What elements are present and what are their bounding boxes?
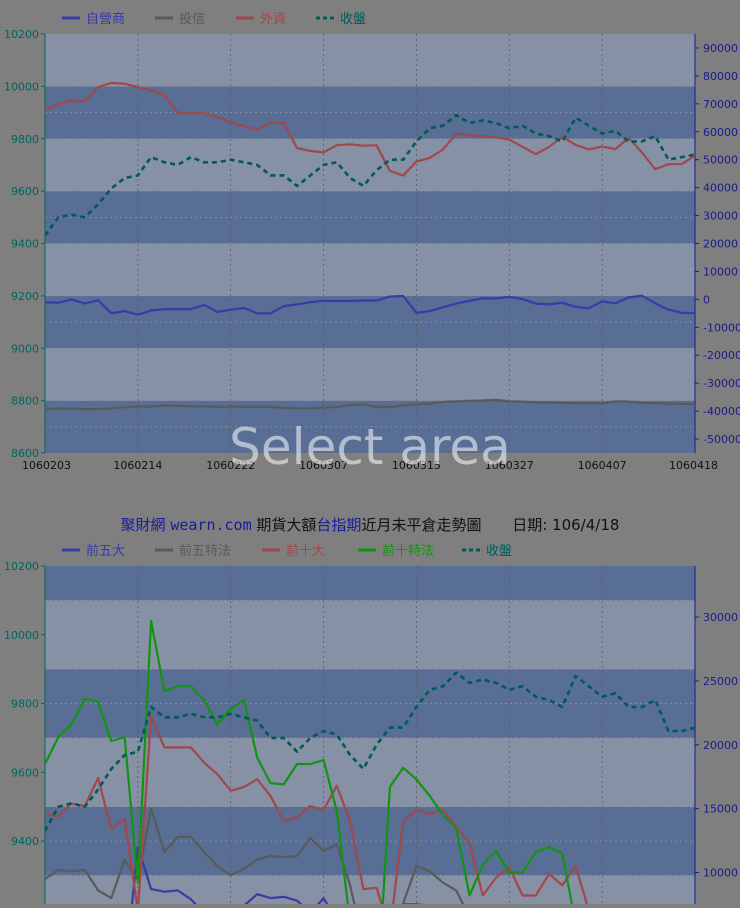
- right-tick-label: -20000: [703, 349, 740, 362]
- left-tick-label: 9800: [11, 133, 39, 146]
- legend-label: 收盤: [340, 12, 366, 27]
- right-tick-label: -40000: [703, 405, 740, 418]
- right-tick-label: 10000: [703, 867, 738, 880]
- band: [45, 566, 695, 601]
- left-tick-label: 9600: [11, 185, 39, 198]
- left-tick-label: 9600: [11, 766, 39, 779]
- right-tick-label: 70000: [703, 98, 738, 111]
- legend-label: 外資: [260, 12, 286, 27]
- right-tick-label: -10000: [703, 321, 740, 334]
- right-tick-label: 10000: [703, 265, 738, 278]
- series-group: [45, 619, 695, 904]
- legend-label: 前五特法: [179, 543, 231, 559]
- right-tick-label: 30000: [703, 210, 738, 223]
- right-tick-label: 60000: [703, 126, 738, 139]
- right-tick-label: 15000: [703, 803, 738, 816]
- chart2-title-url: wearn.com: [170, 516, 252, 534]
- left-tick-label: 8800: [11, 395, 39, 408]
- right-tick-label: -50000: [703, 433, 740, 446]
- legend-label: 前十特法: [382, 543, 434, 559]
- left-tick-label: 8600: [11, 447, 39, 460]
- right-tick-label: 0: [703, 293, 710, 306]
- band: [45, 875, 695, 904]
- series-line-5: [45, 671, 695, 832]
- series-line-3: [45, 715, 589, 904]
- legend-label: 收盤: [486, 544, 512, 559]
- chart2-title-pre: 期貨大額: [256, 516, 317, 534]
- legend: 自營商 投信 外資 收盤: [62, 11, 366, 27]
- left-tick-label: 9200: [11, 290, 39, 303]
- chart2-title-date: 日期: 106/4/18: [512, 516, 620, 534]
- x-tick-label: 1060418: [669, 459, 718, 472]
- series-line-3: [45, 81, 695, 177]
- chart2-title-site: 聚財網: [120, 516, 166, 534]
- x-tick-label: 1060327: [485, 459, 534, 472]
- left-tick-label: 10000: [4, 629, 39, 642]
- legend: 前五大 前五特法 前十大 前十特法 收盤: [62, 543, 512, 559]
- x-tick-label: 1060315: [392, 459, 441, 472]
- right-tick-label: 80000: [703, 70, 738, 83]
- series-line-4: [45, 619, 574, 904]
- right-tick-label: 30000: [703, 611, 738, 624]
- grid-lines: [45, 34, 695, 453]
- chart2-title-product: 台指期: [316, 516, 362, 534]
- legend-label: 前五大: [86, 543, 125, 559]
- left-tick-label: 10200: [4, 560, 39, 573]
- series-line-4: [45, 113, 695, 237]
- chart-2: 9400 9600 9800 10000 10200 10000 15000 20000 250…: [4, 543, 738, 904]
- x-tick-label: 1060214: [113, 459, 162, 472]
- left-tick-label: 10000: [4, 80, 39, 93]
- legend-label: 自營商: [86, 12, 125, 27]
- legend-label: 前十大: [286, 543, 325, 559]
- right-tick-label: 40000: [703, 182, 738, 195]
- left-tick-label: 10200: [4, 28, 39, 41]
- legend-label: 投信: [179, 11, 205, 27]
- x-tick-label: 1060222: [206, 459, 255, 472]
- series-line-2: [45, 807, 465, 904]
- right-tick-label: 90000: [703, 42, 738, 55]
- right-tick-label: 20000: [703, 739, 738, 752]
- series-line-1: [45, 294, 695, 316]
- chart-1: 8600 8800 9000 9200 9400 9600 9800 10000 10200 -5…: [4, 11, 740, 472]
- left-tick-label: 9000: [11, 342, 39, 355]
- right-tick-label: 20000: [703, 238, 738, 251]
- right-tick-label: -30000: [703, 377, 740, 390]
- right-tick-label: 25000: [703, 675, 738, 688]
- series-line-1: [130, 845, 424, 904]
- grid-lines: [45, 566, 695, 904]
- left-tick-label: 9800: [11, 698, 39, 711]
- left-tick-label: 9400: [11, 835, 39, 848]
- series-line-2: [45, 398, 695, 411]
- x-tick-label: 1060307: [299, 459, 348, 472]
- left-tick-label: 9400: [11, 238, 39, 251]
- x-tick-label: 1060203: [22, 459, 71, 472]
- chart2-title-post: 近月未平倉走勢圖: [361, 516, 482, 534]
- series-group: [45, 81, 695, 411]
- chart2-title: 聚財網 wearn.com 期貨大額台指期近月未平倉走勢圖 日期: 106/4/…: [0, 514, 740, 535]
- right-tick-label: 50000: [703, 154, 738, 167]
- x-tick-label: 1060407: [578, 459, 627, 472]
